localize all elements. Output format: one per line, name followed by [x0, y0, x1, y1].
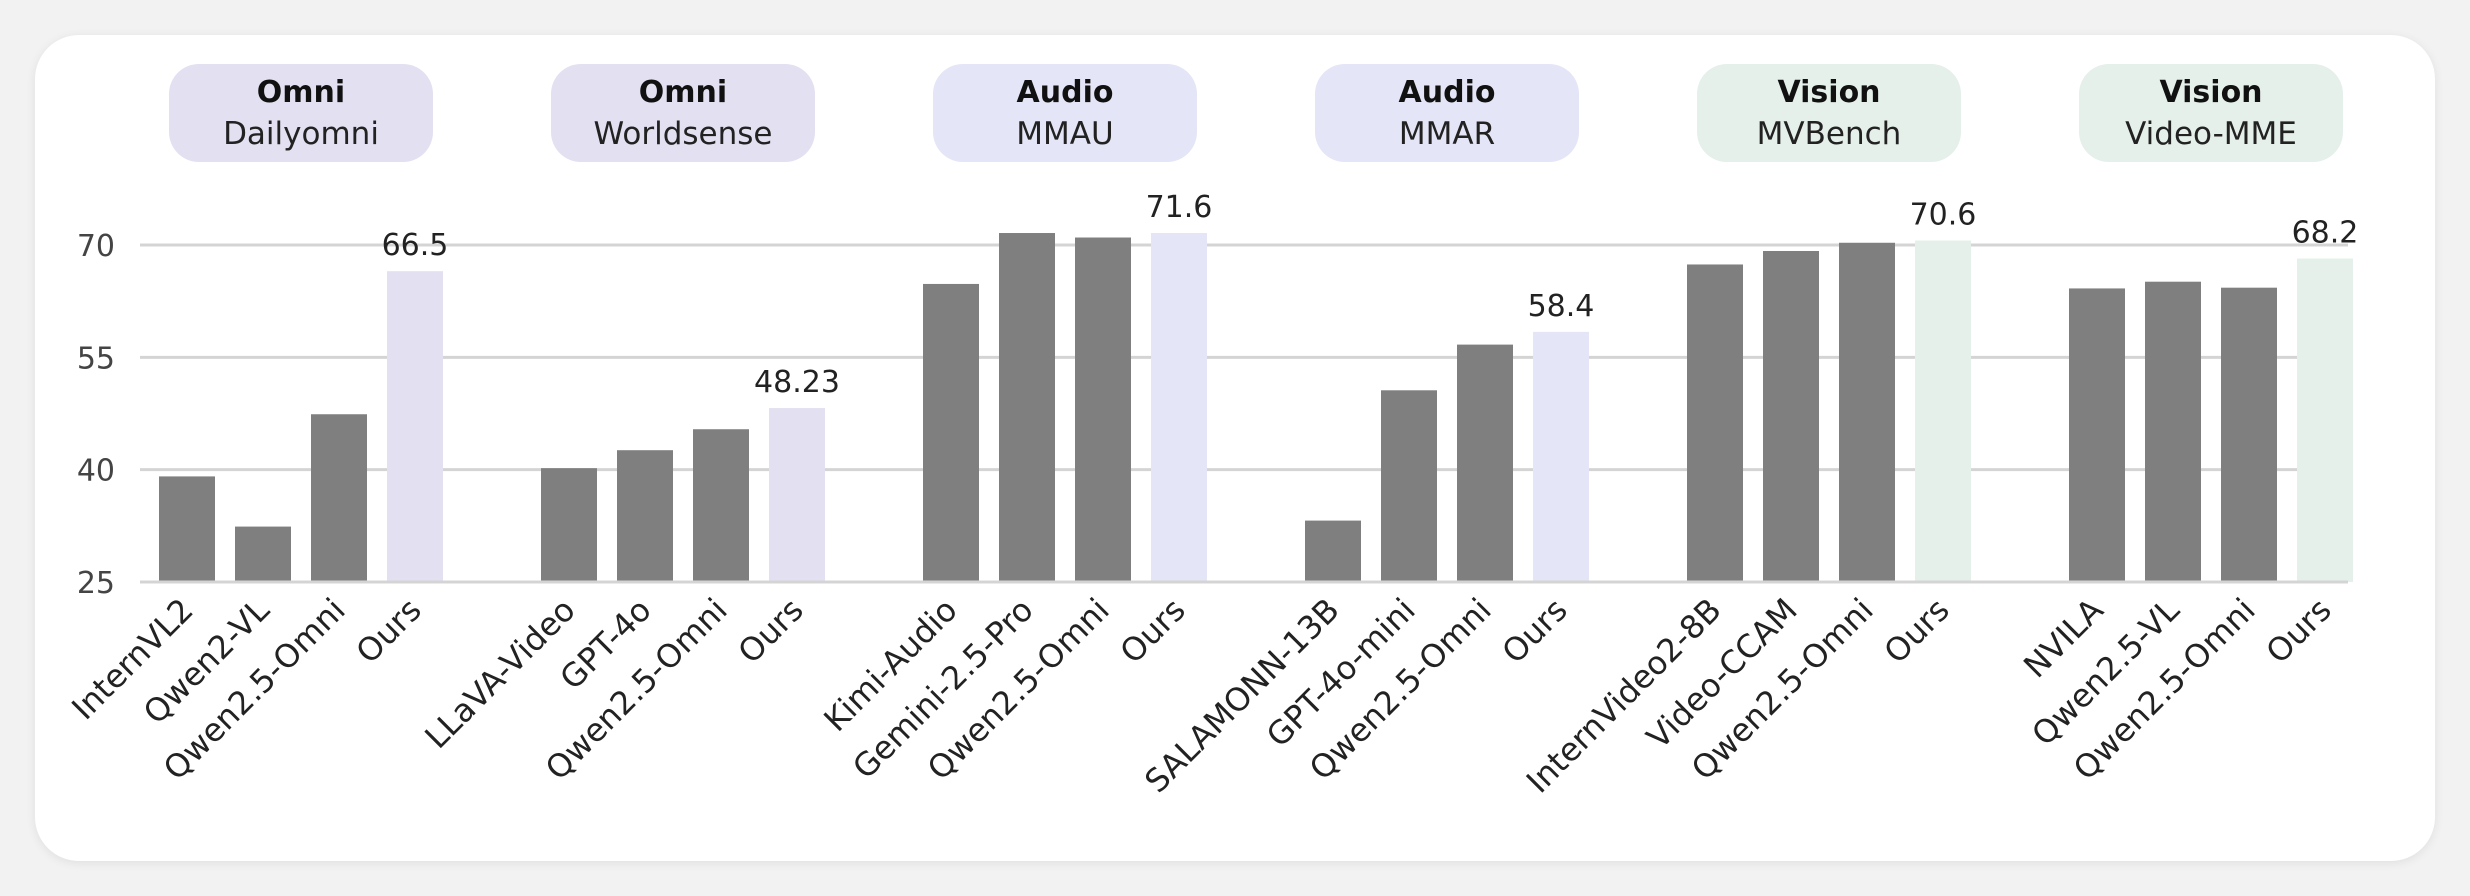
x-tick-label: Ours	[1877, 591, 1957, 671]
group-benchmark-label: Dailyomni	[223, 116, 379, 152]
group-category-label: Omni	[257, 75, 345, 110]
bar-value-label: 70.6	[1910, 198, 1977, 233]
group-category-label: Vision	[1777, 75, 1880, 110]
y-tick-label: 40	[77, 454, 115, 489]
bar-value-label: 68.2	[2292, 215, 2359, 250]
bar	[999, 233, 1055, 583]
bar	[1457, 344, 1513, 582]
highlight-bar	[1151, 233, 1207, 583]
x-tick-label: Ours	[1495, 591, 1575, 671]
x-tick-label: Ours	[349, 591, 429, 671]
group-category-label: Audio	[1399, 75, 1496, 110]
highlight-bar	[387, 271, 443, 582]
bar-value-label: 71.6	[1146, 190, 1213, 225]
y-tick-label: 55	[77, 341, 115, 376]
group-header-pill	[169, 64, 433, 162]
x-tick-label: Ours	[2259, 591, 2339, 671]
group-benchmark-label: MMAU	[1016, 116, 1113, 152]
group-header-pill	[551, 64, 815, 162]
group-category-label: Omni	[639, 75, 727, 110]
group-header-pill	[933, 64, 1197, 162]
bar	[1687, 264, 1743, 582]
highlight-bar	[1533, 331, 1589, 582]
group-header-pill	[1697, 64, 1961, 162]
group-benchmark-label: MVBench	[1757, 116, 1902, 152]
group-category-label: Vision	[2159, 75, 2262, 110]
bar	[1305, 520, 1361, 582]
bar	[923, 283, 979, 582]
bar	[693, 429, 749, 582]
highlight-bar	[2297, 258, 2353, 582]
highlight-bar	[769, 408, 825, 582]
bar	[541, 468, 597, 582]
bar	[1075, 237, 1131, 582]
bar	[2221, 287, 2277, 582]
bar-value-label: 66.5	[382, 228, 449, 263]
bar	[617, 450, 673, 582]
x-tick-label: Ours	[731, 591, 811, 671]
bar	[2145, 281, 2201, 582]
highlight-bar	[1915, 240, 1971, 583]
group-header-pill	[1315, 64, 1579, 162]
group-benchmark-label: Worldsense	[594, 116, 773, 152]
bar	[2069, 288, 2125, 582]
bar-value-label: 58.4	[1528, 289, 1595, 324]
bar	[1839, 242, 1895, 582]
group-benchmark-label: MMAR	[1399, 116, 1495, 152]
x-tick-label: Ours	[1113, 591, 1193, 671]
bar	[235, 526, 291, 582]
bar	[1381, 390, 1437, 582]
y-tick-label: 25	[77, 566, 115, 601]
bar-value-label: 48.23	[754, 365, 840, 400]
group-category-label: Audio	[1017, 75, 1114, 110]
bar	[159, 476, 215, 582]
bar	[311, 414, 367, 582]
bar	[1763, 250, 1819, 583]
y-tick-label: 70	[77, 229, 115, 264]
group-header-pill	[2079, 64, 2343, 162]
group-benchmark-label: Video-MME	[2125, 116, 2297, 152]
